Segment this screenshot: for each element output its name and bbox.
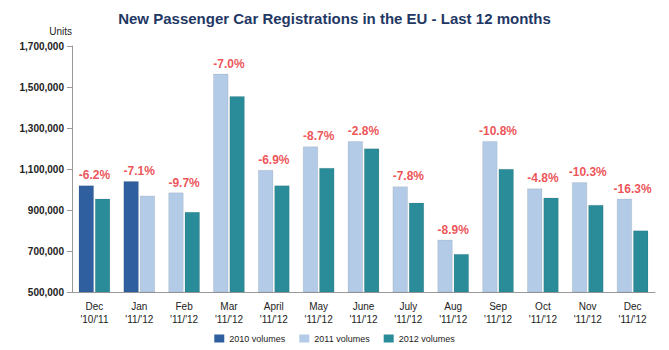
- svg-text:Units: Units: [49, 26, 72, 37]
- svg-text:Mar: Mar: [220, 301, 238, 312]
- svg-text:Dec: Dec: [624, 301, 642, 312]
- svg-text:Sep: Sep: [489, 301, 507, 312]
- svg-text:Aug: Aug: [444, 301, 462, 312]
- svg-text:Oct: Oct: [535, 301, 551, 312]
- svg-text:New Passenger Car Registration: New Passenger Car Registrations in the E…: [118, 10, 551, 27]
- svg-text:500,000: 500,000: [28, 287, 65, 298]
- svg-text:1,300,000: 1,300,000: [20, 123, 65, 134]
- svg-text:'11/'12: '11/'12: [439, 314, 468, 325]
- svg-text:-10.3%: -10.3%: [569, 165, 607, 179]
- svg-text:'11/'12: '11/'12: [125, 314, 154, 325]
- svg-text:-7.1%: -7.1%: [124, 164, 156, 178]
- svg-text:-7.8%: -7.8%: [393, 169, 425, 183]
- svg-text:'11/'12: '11/'12: [484, 314, 513, 325]
- svg-text:'11/'12: '11/'12: [529, 314, 558, 325]
- svg-text:'11/'12: '11/'12: [619, 314, 648, 325]
- svg-text:-7.0%: -7.0%: [213, 57, 245, 71]
- svg-text:1,500,000: 1,500,000: [20, 82, 65, 93]
- svg-text:-10.8%: -10.8%: [479, 124, 517, 138]
- svg-text:July: July: [399, 301, 417, 312]
- svg-text:'11/'12: '11/'12: [215, 314, 244, 325]
- svg-text:'11/'12: '11/'12: [574, 314, 603, 325]
- svg-text:1,100,000: 1,100,000: [20, 164, 65, 175]
- svg-text:Dec: Dec: [86, 301, 104, 312]
- svg-text:700,000: 700,000: [28, 246, 65, 257]
- svg-text:May: May: [309, 301, 328, 312]
- svg-text:Jan: Jan: [131, 301, 147, 312]
- svg-text:June: June: [353, 301, 375, 312]
- svg-text:-6.9%: -6.9%: [258, 153, 290, 167]
- svg-text:Nov: Nov: [579, 301, 597, 312]
- svg-text:900,000: 900,000: [28, 205, 65, 216]
- svg-text:2012 volumes: 2012 volumes: [399, 334, 456, 344]
- svg-text:-16.3%: -16.3%: [614, 182, 652, 196]
- svg-text:'11/'12: '11/'12: [260, 314, 289, 325]
- svg-text:'11/'12: '11/'12: [349, 314, 378, 325]
- svg-text:Feb: Feb: [175, 301, 193, 312]
- svg-text:-8.9%: -8.9%: [438, 223, 470, 237]
- svg-text:April: April: [264, 301, 284, 312]
- svg-text:'11/'12: '11/'12: [305, 314, 334, 325]
- svg-text:-2.8%: -2.8%: [348, 124, 380, 138]
- svg-text:1,700,000: 1,700,000: [20, 41, 65, 52]
- svg-text:-4.8%: -4.8%: [527, 171, 559, 185]
- svg-text:-6.2%: -6.2%: [79, 168, 111, 182]
- svg-text:2011 volumes: 2011 volumes: [314, 334, 370, 344]
- svg-text:'10/'11: '10/'11: [80, 314, 109, 325]
- svg-text:'11/'12: '11/'12: [394, 314, 423, 325]
- svg-text:'11/'12: '11/'12: [170, 314, 199, 325]
- svg-text:-8.7%: -8.7%: [303, 129, 335, 143]
- svg-text:2010 volumes: 2010 volumes: [229, 334, 286, 344]
- svg-text:-9.7%: -9.7%: [168, 176, 200, 190]
